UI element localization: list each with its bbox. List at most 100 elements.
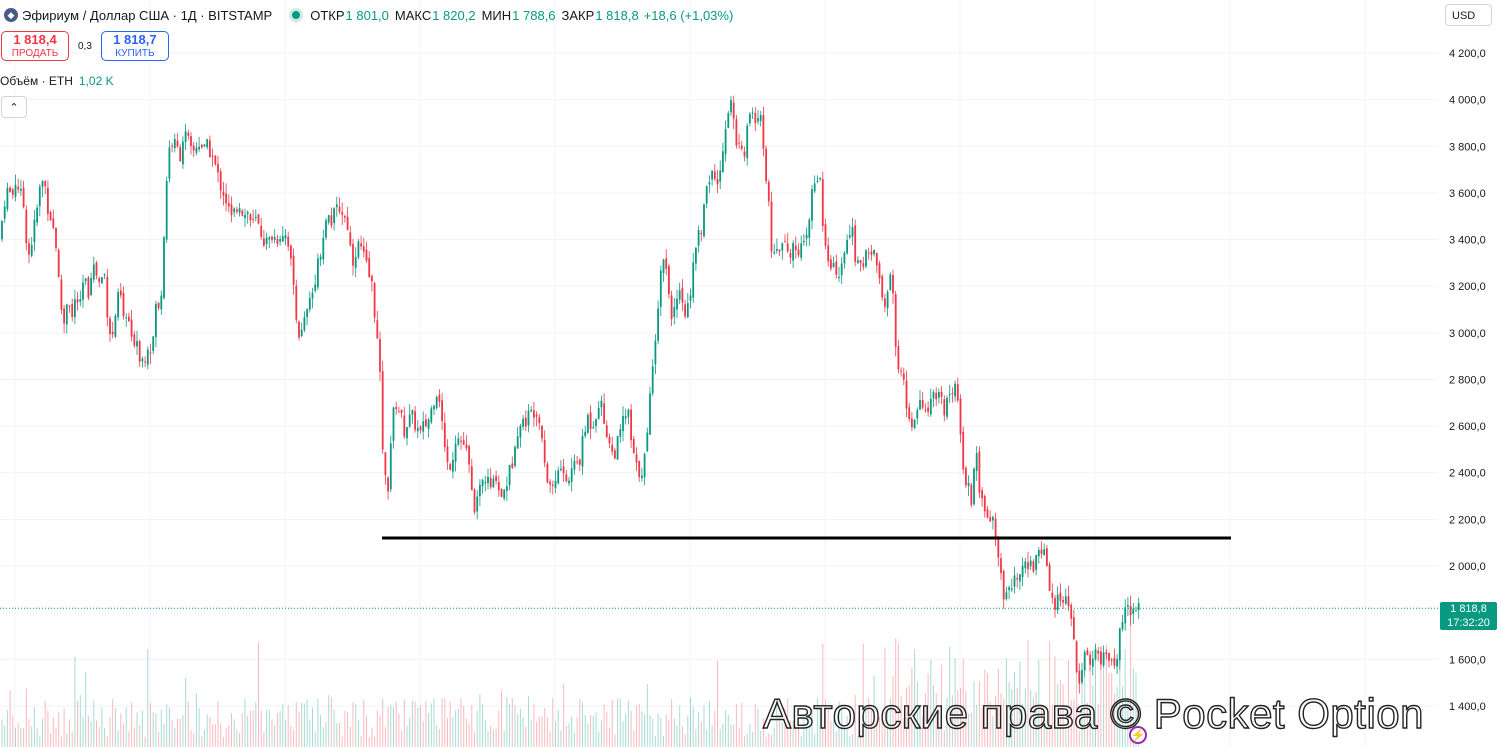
candle: [816, 175, 819, 184]
volume-bar: [579, 698, 581, 747]
lightning-icon[interactable]: ⚡: [1129, 726, 1147, 744]
candle: [290, 244, 292, 267]
candle: [662, 258, 665, 282]
volume-bar: [60, 736, 62, 747]
volume-bar: [163, 723, 165, 747]
candle: [994, 512, 997, 547]
candle: [635, 447, 638, 471]
volume-bar: [800, 736, 802, 747]
candle: [619, 424, 622, 443]
volume-bar: [900, 695, 902, 747]
candle: [300, 322, 303, 338]
volume-legend[interactable]: Объём · ETH 1,02 K: [0, 74, 114, 88]
candle: [516, 426, 519, 449]
candle: [144, 356, 146, 368]
candle: [276, 234, 279, 247]
candle: [1064, 588, 1067, 606]
candle: [484, 475, 487, 492]
y-tick-label: 4 000,0: [1449, 95, 1486, 107]
volume-bar: [873, 675, 875, 747]
volume-bar: [787, 698, 789, 747]
volume-bar: [1078, 730, 1080, 747]
candle: [1094, 643, 1097, 661]
collapse-chevron-icon[interactable]: ⌃: [1, 96, 27, 118]
candle: [902, 367, 905, 386]
candle: [916, 407, 919, 425]
candle: [587, 413, 589, 435]
candle: [827, 237, 830, 267]
symbol-title[interactable]: Эфириум / Доллар США · 1Д · BITSTAMP: [22, 7, 273, 23]
candle: [948, 384, 951, 403]
volume-bar: [525, 726, 527, 747]
candle: [1008, 585, 1010, 600]
volume-bar: [746, 734, 748, 747]
volume-bar: [987, 673, 988, 747]
candle: [319, 253, 322, 267]
volume-bar: [406, 726, 408, 747]
buy-button[interactable]: 1 818,7 КУПИТЬ: [100, 31, 169, 61]
volume-bar: [47, 710, 49, 747]
volume-bar: [1089, 659, 1091, 747]
candle: [192, 141, 195, 158]
volume-bar: [1127, 697, 1129, 747]
candle: [41, 180, 44, 198]
candle: [308, 291, 311, 313]
candle: [341, 202, 344, 225]
volume-bar: [1032, 697, 1034, 747]
volume-bar: [857, 735, 859, 747]
y-tick-label: 3 200,0: [1449, 281, 1486, 293]
candle: [381, 360, 384, 455]
candle: [570, 457, 573, 492]
candle: [584, 425, 587, 439]
market-status-dot[interactable]: [292, 11, 301, 19]
candle: [646, 427, 649, 453]
candle: [865, 249, 867, 269]
volume-bar: [544, 707, 546, 747]
candle: [125, 313, 128, 327]
volume-bar: [271, 719, 273, 747]
candle: [614, 447, 616, 460]
candle: [654, 334, 657, 375]
candle: [149, 343, 152, 364]
candle: [252, 209, 254, 224]
volume-bar: [587, 723, 589, 747]
candle: [430, 405, 433, 425]
volume-bar: [263, 732, 265, 747]
sell-button[interactable]: 1 818,4 ПРОДАТЬ: [1, 31, 69, 61]
candle: [978, 446, 981, 498]
candle: [568, 476, 570, 487]
volume-bar: [741, 702, 743, 747]
candle: [400, 409, 403, 418]
candle: [597, 401, 600, 420]
candle: [236, 206, 238, 215]
volume-bar: [433, 698, 435, 747]
volume-bar: [1097, 703, 1099, 747]
currency-selector[interactable]: USD: [1445, 4, 1492, 26]
candle: [989, 510, 992, 522]
candle: [163, 235, 165, 300]
candle: [1083, 649, 1086, 678]
candle: [900, 367, 902, 377]
volume-bar: [244, 698, 246, 747]
candle: [603, 393, 605, 424]
volume-bar: [214, 723, 216, 747]
volume-bar: [55, 727, 57, 747]
candle: [419, 425, 422, 434]
current-price-tag: 1 818,8 17:32:20: [1440, 602, 1497, 630]
volume-bar: [114, 708, 116, 747]
candle: [182, 136, 184, 169]
candle: [813, 175, 816, 194]
volume-bar: [1132, 668, 1134, 747]
candle: [789, 248, 792, 265]
volume-bar: [889, 698, 891, 747]
candle: [265, 232, 268, 250]
volume-bar: [992, 716, 994, 747]
volume-bar: [630, 710, 632, 747]
volume-bar: [468, 722, 470, 747]
candle: [457, 432, 460, 447]
volume-bar: [652, 718, 654, 747]
volume-bar: [519, 708, 521, 747]
volume-bar: [136, 712, 138, 747]
candle: [28, 238, 30, 264]
